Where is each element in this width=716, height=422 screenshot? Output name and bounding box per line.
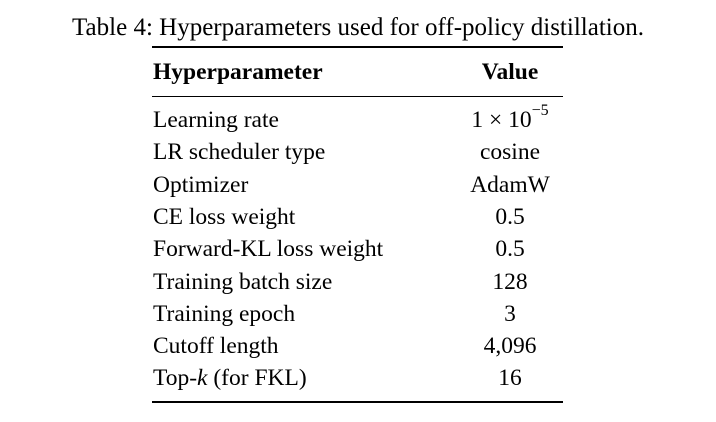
name-cell: Cutoff length [153, 333, 279, 360]
text-segment: k [197, 365, 208, 392]
top-rule [152, 46, 563, 48]
text-segment: (for FKL) [207, 365, 307, 392]
value-cell: 16 [498, 365, 522, 392]
name-cell: CE loss weight [153, 203, 296, 230]
value-cell: 128 [492, 268, 528, 295]
header-cell: Hyperparameter [153, 59, 323, 85]
name-cell: Top-k (for FKL) [153, 364, 307, 392]
value-cell: 0.5 [495, 203, 525, 230]
name-cell: Forward-KL loss weight [153, 236, 384, 263]
name-cell: Training epoch [153, 300, 296, 327]
text-segment: 1 × 10 [471, 107, 532, 133]
bottom-rule [152, 401, 563, 403]
value-cell: AdamW [470, 171, 550, 198]
text-segment: Top- [153, 365, 198, 392]
caption-text: Hyperparameters used for off-policy dist… [159, 14, 644, 41]
caption-label: Table 4: [72, 14, 153, 41]
value-cell: 1 × 10−5 [440, 103, 580, 134]
header-cell: Value [481, 59, 539, 85]
mid-rule [152, 96, 563, 97]
value-cell: cosine [479, 139, 541, 166]
value-cell: 4,096 [483, 333, 537, 360]
caption: Table 4: Hyperparameters used for off-po… [0, 12, 716, 44]
name-cell: Optimizer [153, 171, 249, 198]
name-cell: Training batch size [153, 268, 333, 295]
value-cell: 0.5 [495, 236, 525, 263]
text-segment: −5 [531, 102, 549, 120]
name-cell: Learning rate [153, 107, 279, 133]
name-cell: LR scheduler type [153, 139, 326, 166]
value-cell: 3 [504, 300, 516, 327]
